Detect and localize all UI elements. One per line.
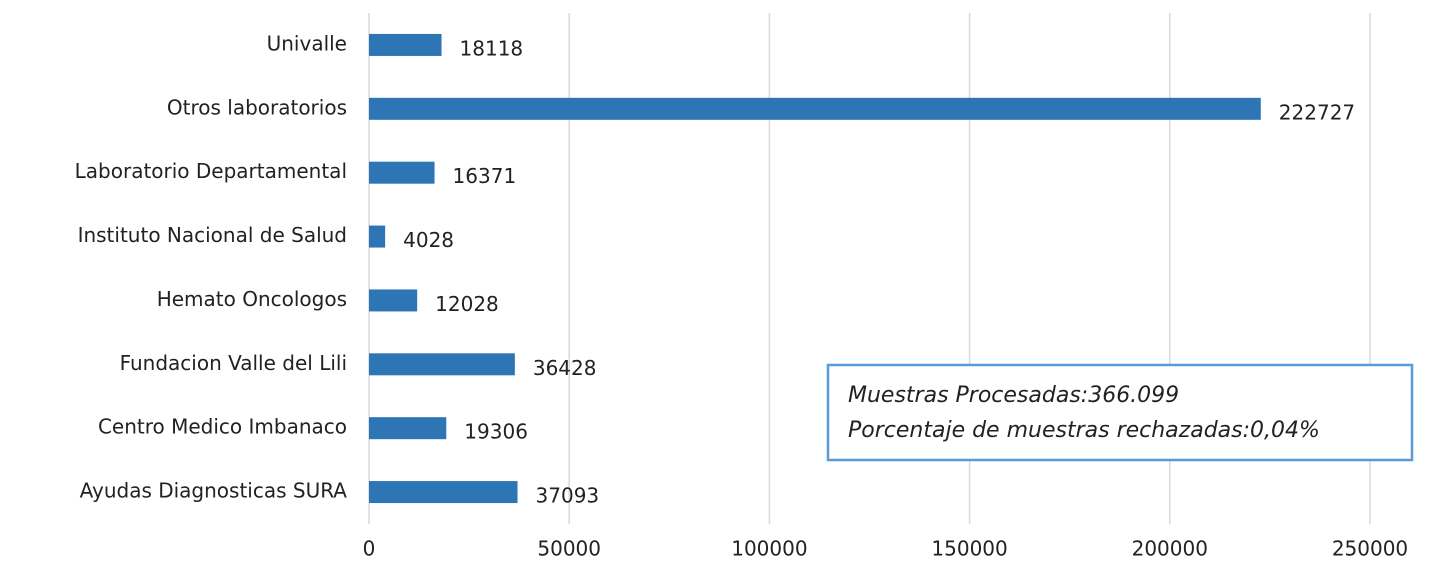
x-tick-label: 0 [363, 537, 376, 561]
y-tick-label: Laboratorio Departamental [75, 159, 347, 183]
annotation: Porcentaje de muestras rechazadas:0,04% [848, 418, 1320, 443]
y-tick-label: Hemato Oncologos [157, 287, 347, 311]
x-tick-label: 150000 [931, 537, 1007, 561]
y-tick-label: Centro Medico Imbanaco [98, 415, 347, 439]
value-label: 16371 [453, 164, 517, 188]
bar [369, 33, 442, 56]
value-label: 12028 [435, 292, 499, 316]
x-tick-label: 100000 [731, 537, 807, 561]
y-tick-label: Univalle [267, 31, 347, 55]
bar [369, 225, 386, 248]
value-label: 4028 [403, 228, 454, 252]
bar [369, 353, 515, 376]
bar [369, 161, 435, 184]
bar [369, 481, 518, 504]
x-tick-label: 200000 [1132, 537, 1208, 561]
bar [369, 97, 1261, 120]
value-label: 18118 [460, 36, 524, 60]
value-label: 222727 [1279, 100, 1355, 124]
y-tick-label: Instituto Nacional de Salud [78, 223, 347, 247]
value-label: 37093 [536, 484, 600, 508]
y-tick-label: Ayudas Diagnosticas SURA [80, 479, 348, 503]
x-tick-label: 50000 [537, 537, 601, 561]
x-tick-label: 250000 [1332, 537, 1408, 561]
y-tick-label: Fundacion Valle del Lili [120, 351, 347, 375]
annotation-box [826, 363, 1414, 462]
y-tick-label: Otros laboratorios [167, 95, 347, 119]
bar [369, 289, 418, 312]
bar [369, 417, 447, 440]
annotation: Muestras Procesadas:366.099 [848, 383, 1179, 408]
value-label: 19306 [464, 420, 528, 444]
value-label: 36428 [533, 356, 597, 380]
